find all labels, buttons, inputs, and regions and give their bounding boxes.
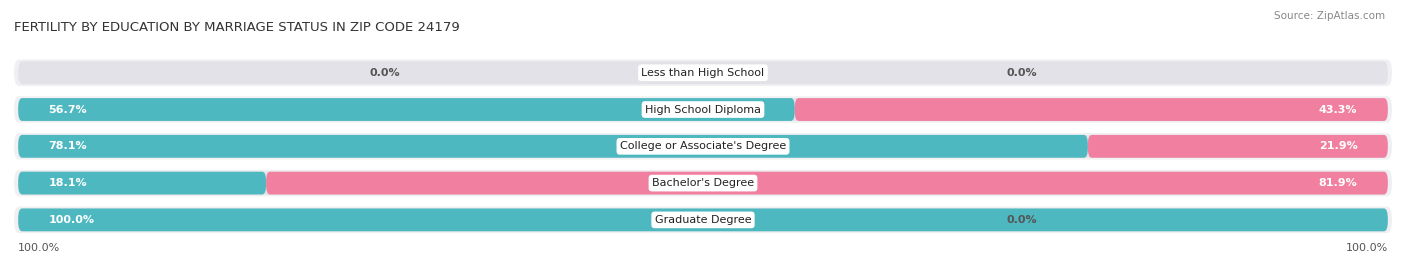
FancyBboxPatch shape <box>18 135 1088 158</box>
FancyBboxPatch shape <box>18 61 1388 84</box>
FancyBboxPatch shape <box>18 172 1388 194</box>
Text: 18.1%: 18.1% <box>48 178 87 188</box>
FancyBboxPatch shape <box>14 133 1392 160</box>
Text: 43.3%: 43.3% <box>1319 105 1358 115</box>
Text: 100.0%: 100.0% <box>18 243 60 253</box>
Text: 78.1%: 78.1% <box>48 141 87 151</box>
FancyBboxPatch shape <box>14 96 1392 123</box>
Text: Bachelor's Degree: Bachelor's Degree <box>652 178 754 188</box>
FancyBboxPatch shape <box>18 208 1388 231</box>
FancyBboxPatch shape <box>794 98 1388 121</box>
Text: High School Diploma: High School Diploma <box>645 105 761 115</box>
FancyBboxPatch shape <box>18 135 1388 158</box>
FancyBboxPatch shape <box>18 172 266 194</box>
Text: 0.0%: 0.0% <box>370 68 399 78</box>
Text: 81.9%: 81.9% <box>1319 178 1358 188</box>
FancyBboxPatch shape <box>18 208 1388 231</box>
Text: Source: ZipAtlas.com: Source: ZipAtlas.com <box>1274 11 1385 21</box>
Text: 21.9%: 21.9% <box>1319 141 1358 151</box>
Text: FERTILITY BY EDUCATION BY MARRIAGE STATUS IN ZIP CODE 24179: FERTILITY BY EDUCATION BY MARRIAGE STATU… <box>14 21 460 34</box>
FancyBboxPatch shape <box>14 207 1392 233</box>
FancyBboxPatch shape <box>266 172 1388 194</box>
Text: College or Associate's Degree: College or Associate's Degree <box>620 141 786 151</box>
Text: Graduate Degree: Graduate Degree <box>655 215 751 225</box>
FancyBboxPatch shape <box>1088 135 1388 158</box>
Text: Less than High School: Less than High School <box>641 68 765 78</box>
Text: 100.0%: 100.0% <box>48 215 94 225</box>
Text: 56.7%: 56.7% <box>48 105 87 115</box>
Text: 100.0%: 100.0% <box>1346 243 1388 253</box>
FancyBboxPatch shape <box>18 98 1388 121</box>
FancyBboxPatch shape <box>14 59 1392 86</box>
Text: 0.0%: 0.0% <box>1007 215 1036 225</box>
FancyBboxPatch shape <box>14 170 1392 196</box>
Text: 0.0%: 0.0% <box>1007 68 1036 78</box>
FancyBboxPatch shape <box>18 98 794 121</box>
